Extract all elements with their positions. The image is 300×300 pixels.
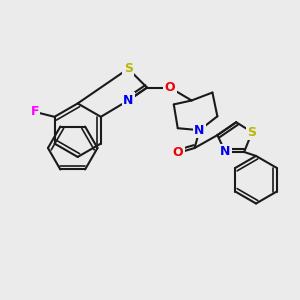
Text: O: O [172, 146, 183, 160]
Text: S: S [124, 62, 133, 75]
Text: N: N [194, 124, 205, 137]
Text: N: N [123, 94, 134, 107]
Text: F: F [30, 105, 39, 119]
Text: N: N [220, 146, 230, 158]
Text: S: S [248, 126, 256, 139]
Text: O: O [164, 81, 175, 94]
